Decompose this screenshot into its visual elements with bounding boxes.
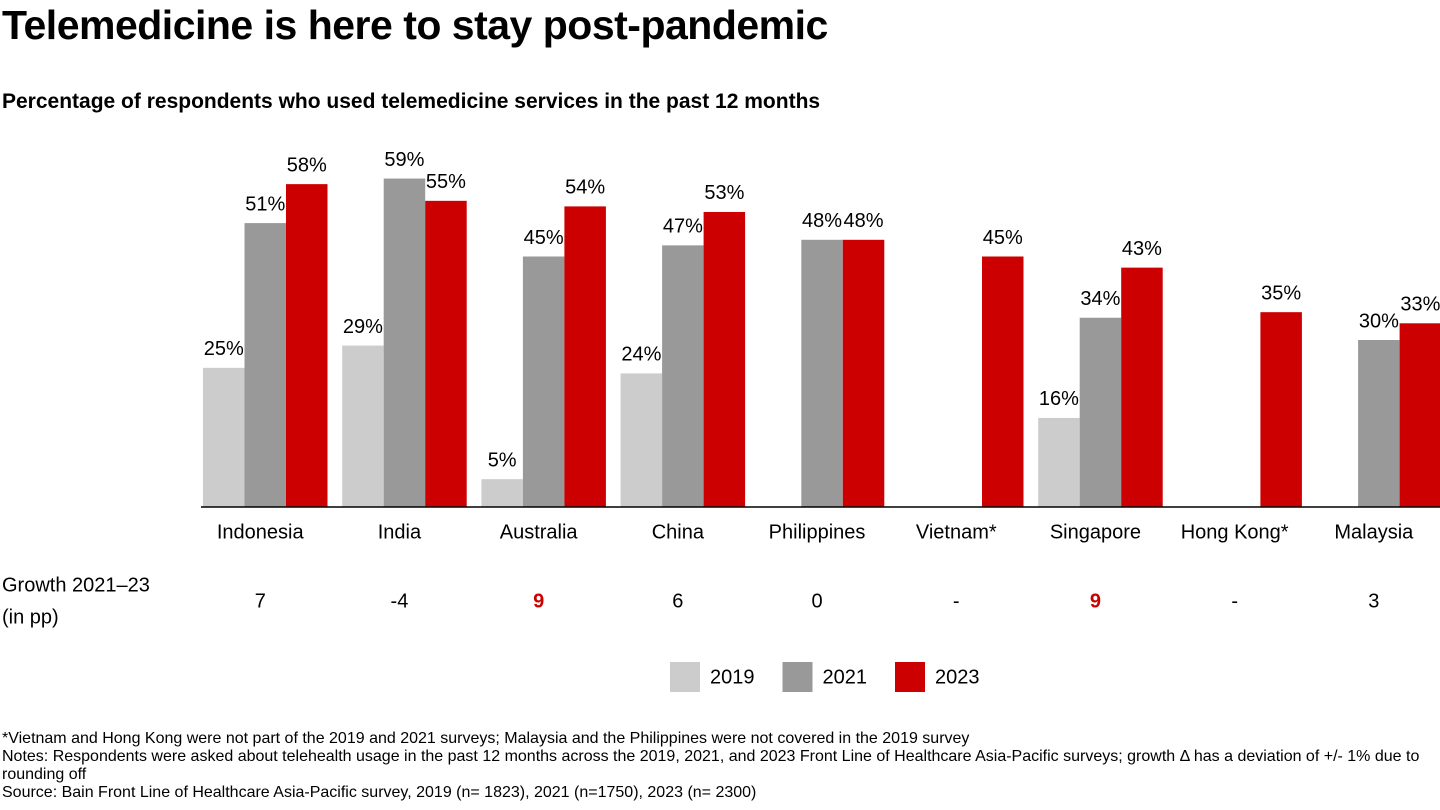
bar xyxy=(383,178,426,508)
value-label: 24% xyxy=(621,344,661,366)
value-label: 16% xyxy=(1039,388,1079,410)
growth-value: 9 xyxy=(1090,590,1101,612)
growth-value: - xyxy=(1231,590,1238,612)
x-tick-label: Philippines xyxy=(769,521,866,543)
legend-label: 2021 xyxy=(823,666,868,688)
legend-swatch xyxy=(670,662,700,692)
value-label: 33% xyxy=(1400,294,1440,316)
chart-subtitle: Percentage of respondents who used telem… xyxy=(2,90,821,113)
value-label: 53% xyxy=(704,182,744,204)
x-tick-label: Hong Kong* xyxy=(1181,521,1289,543)
legend-swatch xyxy=(895,662,925,692)
x-tick-label: India xyxy=(378,521,422,543)
bar xyxy=(244,223,286,507)
bar xyxy=(842,239,885,508)
value-label: 48% xyxy=(844,210,884,232)
legend-swatch xyxy=(782,662,813,692)
footnote: *Vietnam and Hong Kong were not part of … xyxy=(2,730,970,747)
value-label: 30% xyxy=(1359,310,1399,332)
bar xyxy=(564,206,606,507)
bar xyxy=(1399,323,1440,507)
chart: Growth 2021–23 (in pp) 25% 51%58% Indonesi… xyxy=(2,149,1440,692)
x-tick-label: Malaysia xyxy=(1334,521,1414,543)
value-label: 58% xyxy=(287,154,327,176)
value-label: 48% xyxy=(802,210,842,232)
bar xyxy=(425,200,467,508)
bar xyxy=(481,479,523,507)
value-label: 29% xyxy=(343,316,383,338)
footnote: Notes: Respondents were asked about tele… xyxy=(2,748,1420,783)
bar xyxy=(1038,417,1080,507)
value-label: 45% xyxy=(524,227,564,249)
legend-label: 2023 xyxy=(935,666,980,688)
growth-value: 6 xyxy=(672,590,683,612)
growth-value: 7 xyxy=(255,590,266,612)
bar xyxy=(1260,312,1302,507)
bar xyxy=(1121,267,1163,507)
growth-value: -4 xyxy=(391,590,409,612)
bar xyxy=(286,184,328,507)
value-label: 35% xyxy=(1261,282,1301,304)
chart-title: Telemedicine is here to stay post-pandem… xyxy=(2,2,828,48)
growth-value: - xyxy=(953,590,960,612)
bar xyxy=(620,373,663,507)
growth-value: 3 xyxy=(1368,590,1379,612)
growth-value: 0 xyxy=(811,590,822,612)
growth-label: (in pp) xyxy=(2,606,59,628)
value-label: 45% xyxy=(983,227,1023,249)
x-tick-label: Australia xyxy=(500,521,579,543)
growth-label: Growth 2021–23 xyxy=(2,574,150,596)
value-label: 59% xyxy=(384,149,424,171)
x-tick-label: China xyxy=(652,521,705,543)
bar xyxy=(662,245,704,507)
x-tick-label: Vietnam* xyxy=(916,521,997,543)
value-label: 34% xyxy=(1080,288,1120,310)
x-tick-label: Indonesia xyxy=(217,521,305,543)
value-label: 54% xyxy=(565,177,605,199)
bar xyxy=(203,367,245,507)
value-label: 43% xyxy=(1122,238,1162,260)
bar xyxy=(342,345,384,507)
value-label: 25% xyxy=(204,338,244,360)
bar xyxy=(1079,317,1122,507)
legend-label: 2019 xyxy=(710,666,755,688)
value-label: 5% xyxy=(488,449,517,471)
bar xyxy=(703,211,746,507)
value-label: 55% xyxy=(426,171,466,193)
x-tick-label: Singapore xyxy=(1050,521,1141,543)
value-label: 51% xyxy=(245,193,285,215)
bar xyxy=(1358,340,1400,507)
footnote: Source: Bain Front Line of Healthcare As… xyxy=(2,784,757,801)
footnotes: *Vietnam and Hong Kong were not part of … xyxy=(2,730,1438,802)
bar xyxy=(801,239,843,508)
bar xyxy=(522,256,565,507)
growth-value: 9 xyxy=(533,590,544,612)
value-label: 47% xyxy=(663,216,703,238)
bar xyxy=(982,256,1024,507)
